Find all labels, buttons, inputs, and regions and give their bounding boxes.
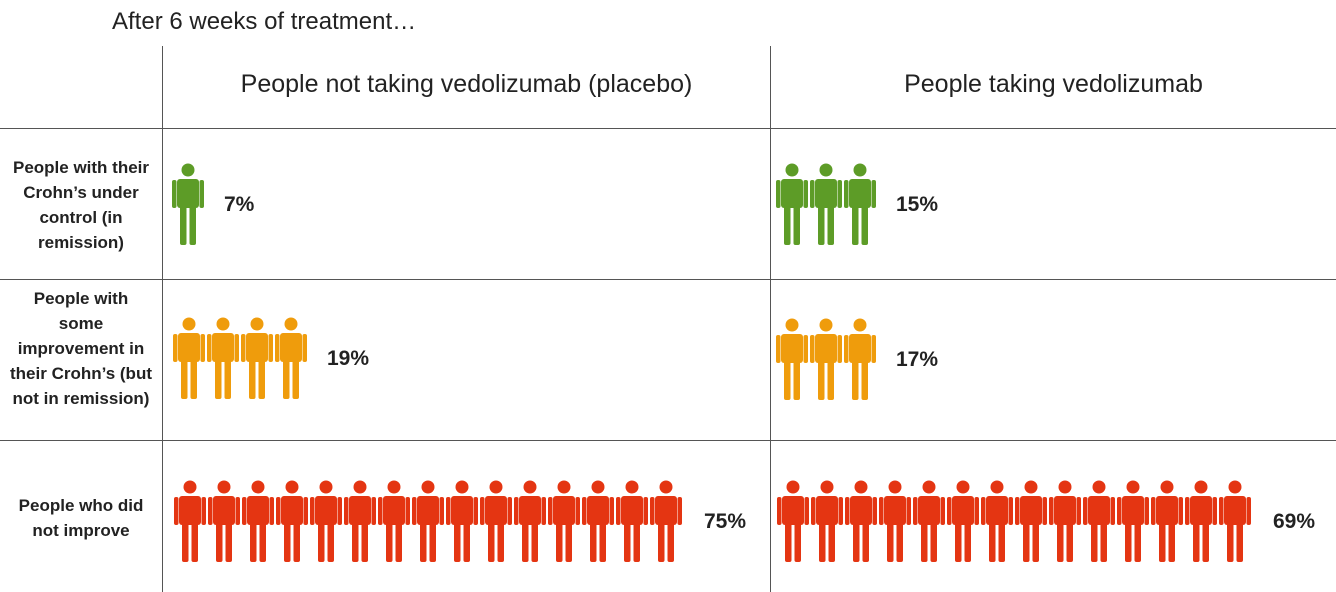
person-icon [776,163,808,245]
person-icon [378,480,410,562]
percent-label: 19% [327,347,370,370]
person-icon [582,480,614,562]
people-group [776,163,878,247]
people-group [174,480,684,564]
person-icon [845,480,877,562]
person-icon [344,480,376,562]
person-icon [947,480,979,562]
person-icon [1049,480,1081,562]
cell-no-improvement-vedolizumab: 69% [777,480,1315,564]
row-label-remission: People with their Crohn’s under control … [12,158,150,252]
person-icon [242,480,274,562]
column-header-vedolizumab: People taking vedolizumab [904,70,1203,98]
percent-label: 69% [1273,510,1316,533]
person-icon [879,480,911,562]
person-icon [1083,480,1115,562]
person-icon [412,480,444,562]
person-icon [777,480,809,562]
column-header-placebo: People not taking vedolizumab (placebo) [240,70,693,98]
row-label-improvement: People with some improvement in their Cr… [10,289,152,408]
person-icon [981,480,1013,562]
person-icon [810,318,842,400]
person-icon [844,163,876,245]
person-icon [276,480,308,562]
person-icon [913,480,945,562]
person-icon [1185,480,1217,562]
table-rule-row1 [0,279,1336,280]
cell-remission-vedolizumab: 15% [776,163,938,247]
people-group [777,480,1253,564]
person-icon [616,480,648,562]
table-rule-row2 [0,440,1336,441]
cell-no-improvement-placebo: 75% [174,480,746,564]
person-icon [1151,480,1183,562]
table-rule-mid [770,46,771,592]
person-icon [1015,480,1047,562]
percent-label: 7% [224,193,255,216]
percent-label: 75% [704,510,747,533]
person-icon [446,480,478,562]
person-icon [776,318,808,400]
table-rule-top [0,128,1336,129]
percent-label: 15% [896,193,939,216]
person-icon [172,163,204,245]
cell-remission-placebo: 7% [172,163,254,247]
percent-label: 17% [896,348,939,371]
chart-title: After 6 weeks of treatment… [112,8,417,35]
person-icon [844,318,876,400]
people-group [173,317,309,401]
person-icon [241,317,273,399]
person-icon [480,480,512,562]
cell-improvement-vedolizumab: 17% [776,318,938,402]
person-icon [1117,480,1149,562]
person-icon [207,317,239,399]
person-icon [650,480,682,562]
person-icon [810,163,842,245]
person-icon [174,480,206,562]
person-icon [811,480,843,562]
person-icon [310,480,342,562]
person-icon [173,317,205,399]
cell-improvement-placebo: 19% [173,317,369,401]
table-rule-left [162,46,163,592]
people-group [776,318,878,402]
person-icon [514,480,546,562]
row-label-no-improvement: People who did not improve [18,496,144,540]
person-icon [275,317,307,399]
person-icon [1219,480,1251,562]
person-icon [548,480,580,562]
person-icon [208,480,240,562]
people-group [172,163,206,247]
